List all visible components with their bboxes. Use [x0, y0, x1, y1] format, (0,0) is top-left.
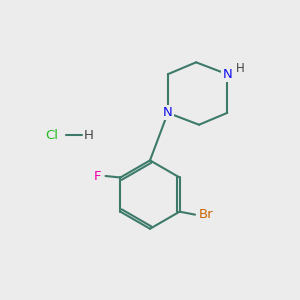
Text: H: H [236, 62, 244, 75]
Text: F: F [94, 169, 101, 182]
Text: H: H [84, 129, 94, 142]
Text: N: N [163, 106, 173, 119]
Text: Cl: Cl [45, 129, 58, 142]
Text: Br: Br [198, 208, 213, 221]
Text: N: N [222, 68, 232, 81]
